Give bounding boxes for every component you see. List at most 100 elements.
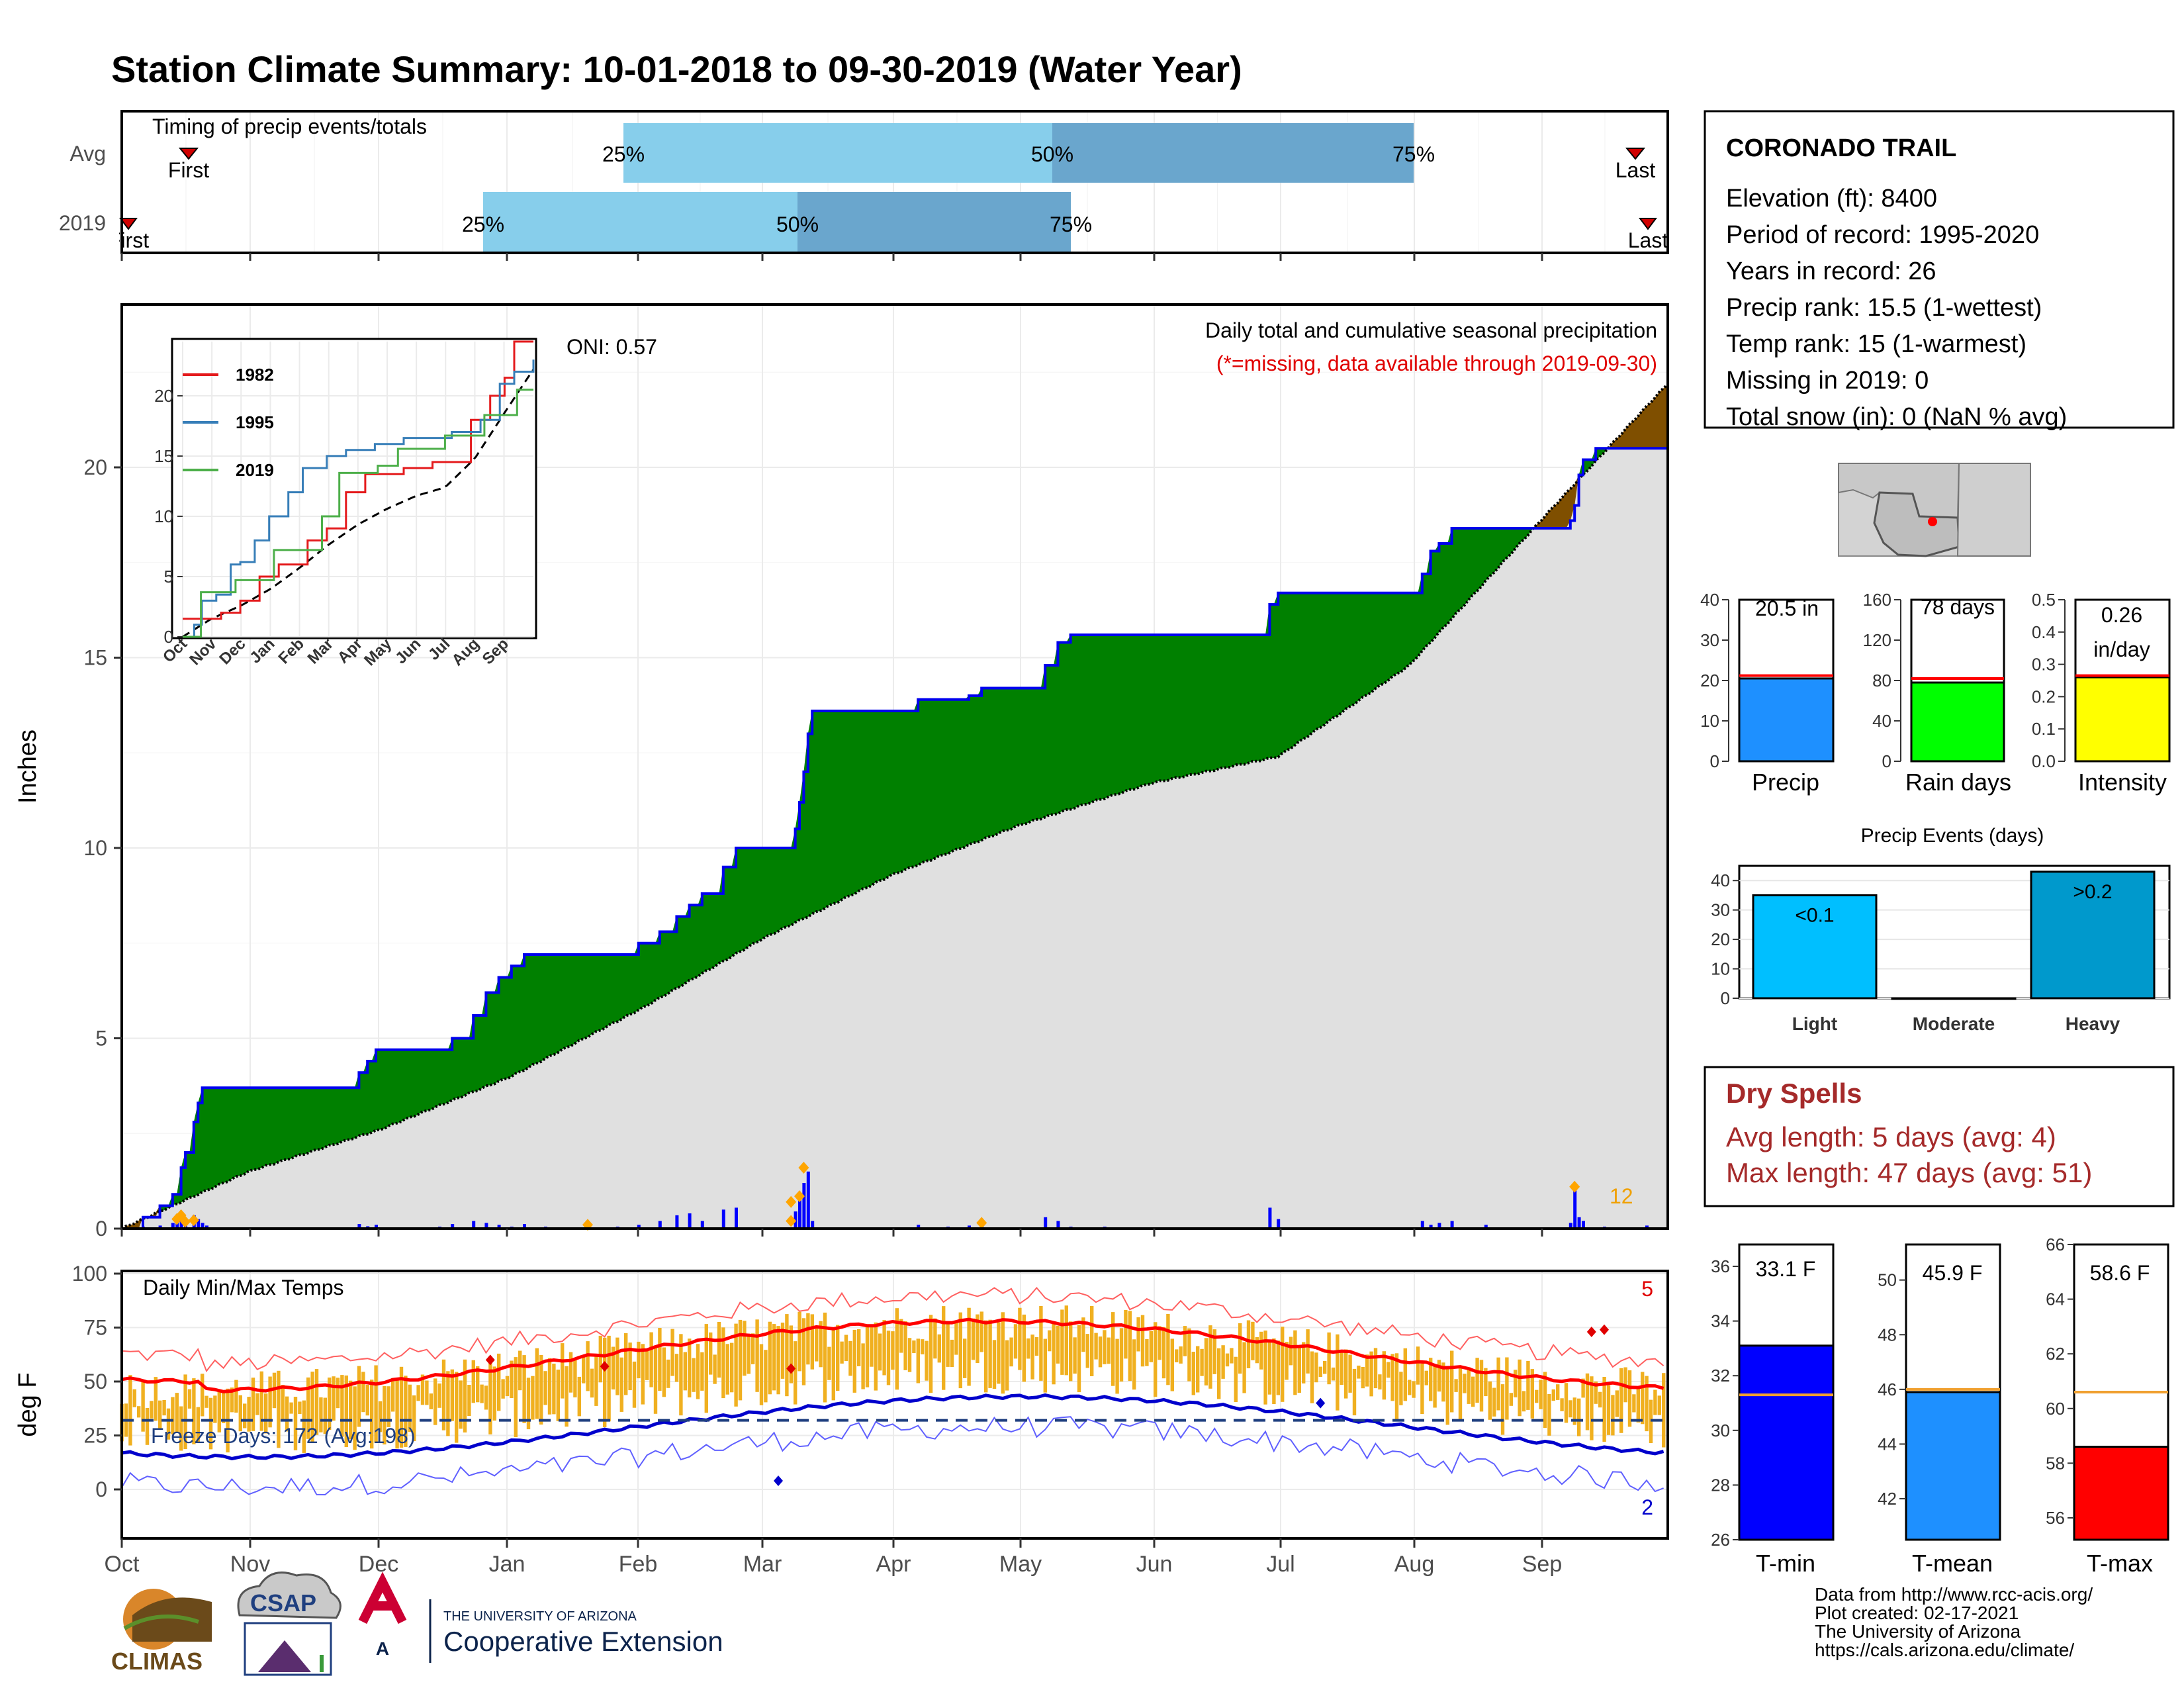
record-min-count: 2 (1641, 1495, 1653, 1519)
temp-range-bar (1187, 1328, 1191, 1382)
precip-y-tick-label: 0 (95, 1217, 107, 1241)
temp-range-bar (590, 1368, 594, 1398)
intensity-mini-y-tick-label: 0.4 (2032, 622, 2056, 642)
daily-precip-bar (1437, 1223, 1441, 1229)
temp-range-bar (594, 1356, 598, 1406)
temp-range-bar (526, 1378, 531, 1430)
climas-logo[interactable]: CLIMAS (111, 1589, 212, 1675)
raindays-mini-label: Rain days (1905, 769, 2011, 796)
record-max-count: 5 (1641, 1277, 1653, 1301)
station-temp-rank: Temp rank: 15 (1-warmest) (1726, 330, 2026, 358)
temp-range-bar (1297, 1347, 1301, 1393)
temp-range-bar (1526, 1360, 1530, 1410)
temp-range-bar (1340, 1350, 1343, 1385)
temp-range-bar (183, 1374, 187, 1450)
temp-range-bar (831, 1327, 835, 1401)
temp-range-bar (586, 1341, 590, 1391)
temp-range-bar (365, 1385, 369, 1416)
temp-range-bar (827, 1346, 831, 1380)
record-high-marker (485, 1354, 495, 1366)
temp-range-bar (607, 1335, 611, 1422)
daily-precip-bar (688, 1213, 692, 1229)
temp-range-bar (162, 1400, 166, 1416)
temp-panel-title: Daily Min/Max Temps (143, 1276, 343, 1299)
month-tick-label: Jul (1266, 1552, 1295, 1577)
intensity-mini-y-tick-label: 0.0 (2032, 751, 2056, 771)
temp-range-bar (1259, 1331, 1263, 1370)
daily-precip-marker (976, 1217, 987, 1229)
temp-range-bar (1285, 1342, 1289, 1380)
temp-range-bar (1289, 1336, 1293, 1366)
temp-range-bar (332, 1376, 336, 1421)
raindays-mini-value: 78 days (1921, 595, 1995, 619)
temp-range-bar (704, 1324, 708, 1413)
daily-precip-bar (1582, 1221, 1585, 1229)
intensity-mini-y-tick-label: 0.5 (2032, 590, 2056, 610)
inset-y-tick-label: 5 (164, 567, 173, 586)
footer-credits: Data from http://www.rcc-acis.org/ Plot … (1815, 1584, 2093, 1660)
temp-range-bar (1403, 1348, 1407, 1401)
temp-range-bar (921, 1339, 925, 1354)
temp-range-bar (1119, 1328, 1124, 1382)
tmin-y-tick-label: 32 (1711, 1366, 1730, 1385)
temp-range-bar (582, 1357, 586, 1383)
temp-range-bar (1450, 1350, 1454, 1413)
temp-range-bar (1255, 1336, 1259, 1364)
temp-range-bar (1132, 1339, 1136, 1390)
daily-precip-bar (794, 1211, 797, 1229)
temp-range-bar (1352, 1368, 1357, 1416)
temp-range-bar (306, 1377, 310, 1439)
temp-range-bar (933, 1318, 937, 1359)
temp-range-bar (1627, 1370, 1632, 1427)
map-arizona (1873, 491, 1960, 557)
temp-range-bar (692, 1358, 696, 1392)
temp-range-bar (467, 1385, 471, 1416)
ua-block-a-icon (358, 1571, 407, 1624)
temp-range-bar (1551, 1389, 1555, 1401)
temp-range-bar (1230, 1348, 1234, 1364)
temp-range-bar (1581, 1378, 1585, 1398)
month-tick-label: Jun (1136, 1552, 1173, 1577)
temp-range-bar (1509, 1393, 1513, 1406)
tmean-bar (1905, 1391, 2001, 1541)
temp-range-bar (1001, 1312, 1005, 1394)
temp-range-bar (336, 1378, 340, 1409)
temp-range-bar (1382, 1351, 1386, 1400)
precip-ylabel: Inches (14, 729, 42, 804)
events-y-tick-label: 20 (1711, 929, 1730, 949)
university-of-arizona-logo[interactable]: A THE UNIVERSITY OF ARIZONA Cooperative … (358, 1571, 723, 1663)
daily-precip-bar (917, 1225, 921, 1229)
precip-note-missing: (*=missing, data available through 2019-… (1216, 352, 1657, 375)
station-years: Years in record: 26 (1726, 258, 1936, 285)
daily-precip-bar (1484, 1225, 1488, 1229)
temp-range-bar (1394, 1353, 1399, 1420)
temp-range-bar (1052, 1323, 1056, 1385)
temp-range-bar (976, 1314, 979, 1364)
temp-range-bar (1572, 1397, 1576, 1425)
daily-precip-marker (180, 1215, 191, 1228)
temp-range-bar (488, 1358, 492, 1434)
temp-range-bar (378, 1401, 383, 1432)
temp-range-bar (522, 1355, 526, 1423)
tmax-y-tick-label: 66 (2046, 1235, 2065, 1254)
timing-2019-25-label: 25% (462, 212, 504, 236)
temp-range-bar (1564, 1383, 1569, 1423)
temp-range-bar (688, 1338, 692, 1397)
temp-range-bar (1234, 1356, 1238, 1402)
daily-precip-marker (798, 1162, 809, 1174)
csap-logo[interactable]: CSAP (237, 1571, 341, 1676)
temp-range-bar (721, 1327, 725, 1399)
temp-range-bar (408, 1384, 412, 1432)
temp-range-bar (1390, 1354, 1394, 1401)
temp-range-bar (217, 1390, 221, 1432)
month-tick-label: Apr (876, 1552, 911, 1577)
temp-range-bar (1107, 1337, 1111, 1364)
temp-range-bar (154, 1377, 158, 1421)
inset-background (171, 338, 537, 639)
temp-range-bar (836, 1325, 840, 1391)
daily-precip-bar (798, 1198, 801, 1229)
tmin-bar (1738, 1344, 1835, 1541)
temp-range-bar (1378, 1374, 1382, 1389)
timing-avg-last-label: Last (1615, 158, 1656, 182)
temp-range-bar (674, 1354, 679, 1382)
